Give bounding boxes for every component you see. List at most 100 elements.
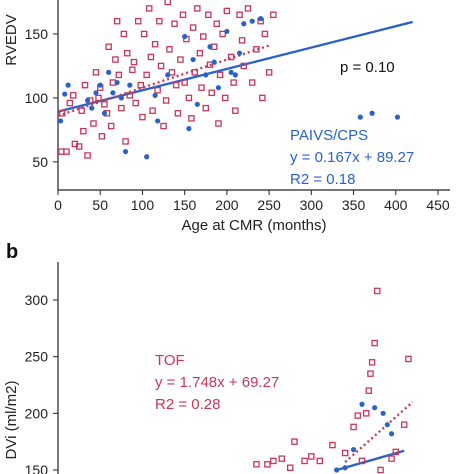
panel-a-tof-point bbox=[123, 49, 131, 57]
panel-a-tof-point bbox=[188, 115, 195, 122]
panel-a-tof-point bbox=[206, 61, 214, 68]
panel-a-tof-point bbox=[156, 17, 163, 25]
panel-a-tof-point bbox=[101, 101, 108, 108]
panel-a-tof-point bbox=[236, 11, 243, 19]
panel-a-paivs-point bbox=[357, 114, 363, 120]
panel-a-tof-point bbox=[130, 58, 138, 66]
panel-a-tof-point bbox=[69, 92, 77, 99]
panel-a-tof-point bbox=[270, 11, 277, 19]
panel-b-tof-point bbox=[365, 387, 373, 394]
panel-a-paivs-point bbox=[114, 79, 120, 86]
panel-a-paivs-point bbox=[93, 90, 99, 96]
panel-a-paivs-point bbox=[62, 91, 68, 97]
panel-a-paivs-point bbox=[224, 28, 230, 35]
panel-a-paivs-point bbox=[394, 114, 401, 120]
panel-a-tof-point bbox=[145, 5, 153, 12]
panel-b-y-tick-label: 150 bbox=[25, 462, 49, 474]
panel-a-tof-point bbox=[134, 17, 142, 25]
panel-a-tof-point bbox=[259, 94, 266, 102]
panel-a-y-tick-label: 50 bbox=[32, 154, 48, 170]
panel-a-chart: 0 50 100 150 200 250 300 350 400 450 50 100 150 Age… bbox=[3, 0, 450, 234]
panel-a-y-tick-label: 150 bbox=[25, 26, 49, 42]
panel-b-tof-fit-line bbox=[344, 401, 414, 463]
panel-a-tof-point bbox=[168, 69, 176, 76]
panel-a-tof-point bbox=[137, 81, 145, 89]
panel-a-paivs-point bbox=[207, 44, 213, 50]
panel-a-paivs-point bbox=[127, 82, 133, 88]
panel-a-tof-point bbox=[171, 20, 178, 27]
panel-a-group-label: PAIVS/CPS bbox=[290, 127, 368, 144]
panel-a-tof-point bbox=[240, 62, 248, 70]
panel-a-tof-point bbox=[120, 30, 128, 38]
panel-a-paivs-point bbox=[165, 72, 171, 78]
panel-b-tof-point bbox=[354, 412, 362, 419]
panel-b-chart: 300 250 200 150 DVi (ml/m2) TOF y = 1.748x … bbox=[3, 262, 414, 474]
panel-a-x-ticks: 0 50 100 150 200 250 300 350 400 450 bbox=[54, 190, 450, 213]
panel-a-tof-point bbox=[143, 71, 150, 79]
panel-a-tof-point bbox=[202, 104, 210, 112]
panel-b-tof-point bbox=[253, 461, 260, 468]
panel-a-equation: y = 0.167x + 89.27 bbox=[290, 149, 414, 166]
panel-a-tof-point bbox=[219, 30, 226, 38]
panel-a-paivs-point bbox=[65, 82, 71, 88]
panel-a-tof-point bbox=[191, 69, 199, 76]
panel-a-paivs-point bbox=[186, 126, 192, 132]
panel-b-tof-point bbox=[291, 438, 298, 445]
panel-b-paivs-point bbox=[334, 467, 340, 473]
panel-a-tof-point bbox=[113, 17, 121, 25]
panel-a-paivs-point bbox=[194, 101, 200, 107]
panel-a-paivs-point bbox=[122, 149, 129, 155]
panel-a-tof-point bbox=[199, 33, 207, 40]
panel-a-tof-point bbox=[174, 110, 182, 117]
panel-b-paivs-point bbox=[372, 405, 378, 411]
panel-a-tof-point bbox=[95, 94, 102, 102]
panel-a-tof-point bbox=[177, 56, 184, 63]
panel-a-x-tick-label: 450 bbox=[426, 197, 450, 213]
panel-a-tof-point bbox=[223, 7, 231, 15]
panel-b-paivs-point bbox=[359, 401, 365, 407]
panel-b-tof-point bbox=[358, 457, 366, 465]
panel-a-tof-point bbox=[166, 46, 173, 53]
panel-b-tof-point bbox=[316, 457, 324, 465]
panel-b-fit-lines bbox=[336, 401, 414, 472]
panel-a-tof-point bbox=[154, 86, 161, 94]
panel-a-tof-point bbox=[208, 89, 215, 97]
panel-a-paivs-point bbox=[89, 105, 95, 111]
panel-a-x-tick-label: 150 bbox=[173, 197, 197, 213]
panel-a-tof-point bbox=[140, 30, 148, 38]
panel-b-group-label: TOF bbox=[155, 352, 185, 369]
panel-b-y-tick-label: 200 bbox=[25, 405, 49, 421]
panel-a-tof-point bbox=[98, 133, 106, 140]
panel-a-tof-point bbox=[248, 79, 256, 86]
panel-b-tof-point bbox=[329, 441, 336, 449]
panel-b-y-tick-label: 250 bbox=[25, 349, 49, 365]
panel-a-tof-point bbox=[81, 81, 89, 89]
panel-a-paivs-point bbox=[106, 69, 112, 75]
panel-a-x-tick-label: 300 bbox=[300, 197, 324, 213]
panel-a-tof-point bbox=[80, 127, 87, 135]
panel-a-tof-point bbox=[126, 92, 134, 99]
panel-a-paivs-point bbox=[101, 110, 108, 116]
panel-a-tof-point bbox=[172, 81, 180, 89]
panel-b-tof-point bbox=[377, 466, 384, 474]
panel-a-tof-point bbox=[129, 66, 136, 74]
panel-a-tof-point bbox=[151, 40, 159, 48]
panel-a-tof-fit-line bbox=[57, 44, 270, 117]
panel-b-tof-point bbox=[362, 410, 370, 417]
panel-a-paivs-point bbox=[152, 92, 158, 98]
panel-a-paivs-point bbox=[232, 72, 238, 78]
panel-a-paivs-point bbox=[144, 154, 150, 160]
panel-b-tof-point bbox=[373, 287, 381, 295]
panel-b-y-ticks: 300 250 200 150 bbox=[25, 292, 58, 474]
panel-a-x-tick-label: 250 bbox=[257, 197, 281, 213]
panel-a-tof-point bbox=[92, 69, 100, 76]
panel-b-tof-point bbox=[270, 457, 277, 465]
panel-a-tof-point bbox=[115, 71, 123, 79]
panel-b-label: b bbox=[6, 241, 18, 263]
panel-a-tof-point bbox=[112, 56, 119, 63]
panel-b-tof-point bbox=[368, 359, 376, 366]
panel-a-paivs-point bbox=[236, 50, 243, 56]
panel-a-tof-point bbox=[198, 84, 205, 91]
panel-b-tof-point bbox=[405, 355, 412, 363]
panel-b-r2: R2 = 0.28 bbox=[155, 396, 220, 413]
